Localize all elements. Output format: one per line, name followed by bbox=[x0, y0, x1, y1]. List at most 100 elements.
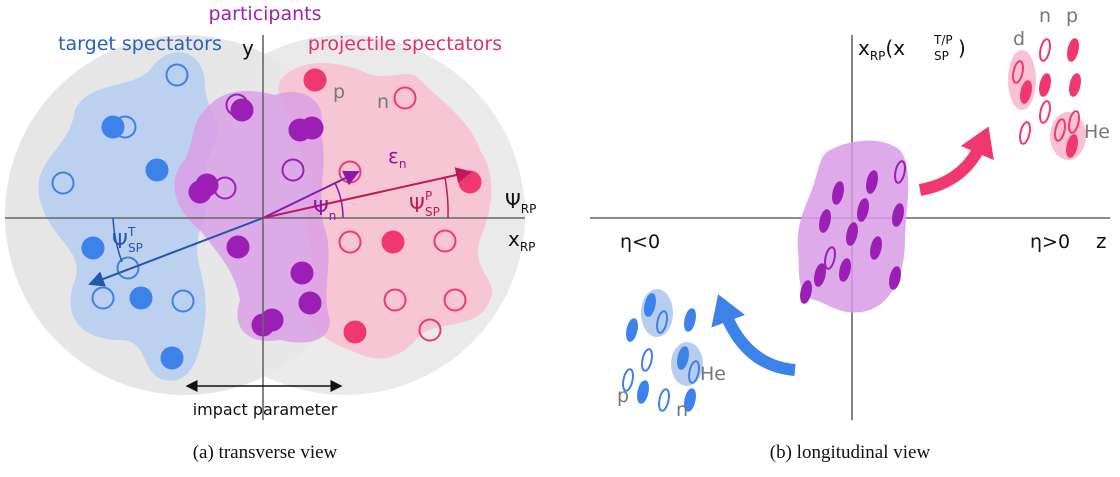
nucleon bbox=[1069, 73, 1081, 97]
sym: x bbox=[858, 36, 870, 60]
label: Ψn bbox=[313, 196, 336, 223]
nucleon bbox=[1039, 38, 1051, 62]
nucleon bbox=[160, 346, 184, 370]
nucleon bbox=[684, 388, 696, 412]
label: p bbox=[333, 81, 345, 103]
nucleon bbox=[677, 346, 689, 370]
nucleon bbox=[171, 289, 195, 313]
label: n bbox=[377, 91, 389, 113]
nucleon bbox=[303, 68, 327, 92]
label: η>0 bbox=[1030, 231, 1070, 253]
nucleon bbox=[1039, 100, 1051, 124]
label: n bbox=[676, 399, 688, 421]
epsilon-vector bbox=[262, 170, 360, 219]
nucleon bbox=[889, 266, 901, 290]
nucleon bbox=[1054, 118, 1066, 142]
label: SP bbox=[128, 241, 143, 255]
label: participants bbox=[208, 3, 321, 25]
sym: x bbox=[893, 36, 905, 60]
label: η<0 bbox=[620, 231, 660, 253]
nucleon bbox=[393, 86, 417, 110]
nucleon bbox=[684, 308, 696, 332]
nucleon bbox=[226, 235, 250, 259]
nucleon bbox=[814, 263, 826, 287]
label: He bbox=[700, 363, 726, 385]
axis-label: z bbox=[1096, 229, 1107, 253]
nucleon bbox=[343, 320, 367, 344]
participant-blob bbox=[174, 90, 330, 343]
sub: RP bbox=[521, 202, 537, 216]
nucleon bbox=[300, 116, 324, 140]
label: εn bbox=[388, 144, 406, 171]
nucleon bbox=[443, 288, 467, 312]
label: projectile spectators bbox=[308, 33, 502, 55]
panel-b: xRP(x T/P SP ) η<0 η>0 z d n p He He p n… bbox=[590, 5, 1110, 463]
nucleon bbox=[1012, 60, 1024, 84]
nucleon bbox=[101, 115, 125, 139]
psi-sp-t-arc bbox=[112, 217, 123, 263]
label: SP bbox=[425, 205, 440, 219]
sub: RP bbox=[870, 49, 886, 63]
nucleon bbox=[870, 236, 882, 260]
nucleon bbox=[819, 209, 831, 233]
sym: x bbox=[508, 227, 520, 251]
label: n bbox=[1039, 5, 1051, 27]
caption: (a) transverse view bbox=[193, 442, 338, 463]
nucleon bbox=[644, 293, 656, 317]
nucleon bbox=[637, 380, 649, 404]
psi-sp-p-arc bbox=[444, 177, 449, 219]
nucleon bbox=[622, 368, 634, 392]
label: Ψ bbox=[409, 193, 425, 217]
label: p bbox=[1066, 5, 1078, 27]
nucleon bbox=[381, 230, 405, 254]
backward-arrow bbox=[711, 294, 796, 376]
nucleon bbox=[656, 310, 668, 334]
axis-label: xRP bbox=[508, 227, 535, 254]
nucleons bbox=[622, 38, 1081, 412]
sym: ε bbox=[388, 144, 399, 168]
label: T bbox=[127, 225, 136, 239]
sub: n bbox=[399, 157, 407, 171]
nucleon bbox=[857, 198, 869, 222]
nucleon bbox=[626, 318, 638, 342]
nucleon bbox=[832, 181, 844, 205]
label: ΨRP bbox=[505, 189, 536, 216]
panel-a: participants target spectators projectil… bbox=[5, 3, 536, 463]
nucleon bbox=[281, 158, 305, 182]
label: d bbox=[1013, 28, 1025, 50]
nucleon bbox=[225, 93, 249, 117]
forward-arrow bbox=[918, 126, 994, 196]
nucleon bbox=[866, 170, 878, 194]
label: target spectators bbox=[58, 33, 222, 55]
nucleon bbox=[290, 261, 314, 285]
nucleon bbox=[188, 180, 212, 204]
nucleon bbox=[383, 288, 407, 312]
nucleon bbox=[846, 222, 858, 246]
nucleon bbox=[116, 256, 140, 280]
nucleon bbox=[800, 280, 812, 304]
nucleon bbox=[658, 388, 670, 412]
nucleon bbox=[433, 229, 457, 253]
nucleon bbox=[892, 203, 904, 227]
projectile-blob bbox=[278, 63, 493, 359]
sym: ( bbox=[885, 36, 893, 60]
axis-label: y bbox=[242, 36, 254, 60]
nucleon bbox=[298, 291, 322, 315]
psi-sp-t-vector bbox=[88, 217, 264, 287]
nucleon bbox=[213, 176, 237, 200]
psi-sp-p-vector bbox=[262, 167, 472, 219]
nucleon bbox=[260, 308, 284, 332]
nucleon bbox=[1019, 121, 1031, 145]
label: Ψ bbox=[112, 229, 128, 253]
label: impact parameter bbox=[193, 400, 338, 419]
nucleon bbox=[51, 171, 75, 195]
nucleon bbox=[894, 160, 906, 184]
label: P bbox=[425, 189, 432, 203]
nucleon bbox=[145, 158, 169, 182]
caption: (b) longitudinal view bbox=[770, 442, 931, 463]
nucleon bbox=[1039, 73, 1051, 97]
nucleon bbox=[230, 98, 254, 122]
label: He bbox=[1084, 121, 1110, 143]
axis-label: xRP(x bbox=[858, 36, 905, 63]
